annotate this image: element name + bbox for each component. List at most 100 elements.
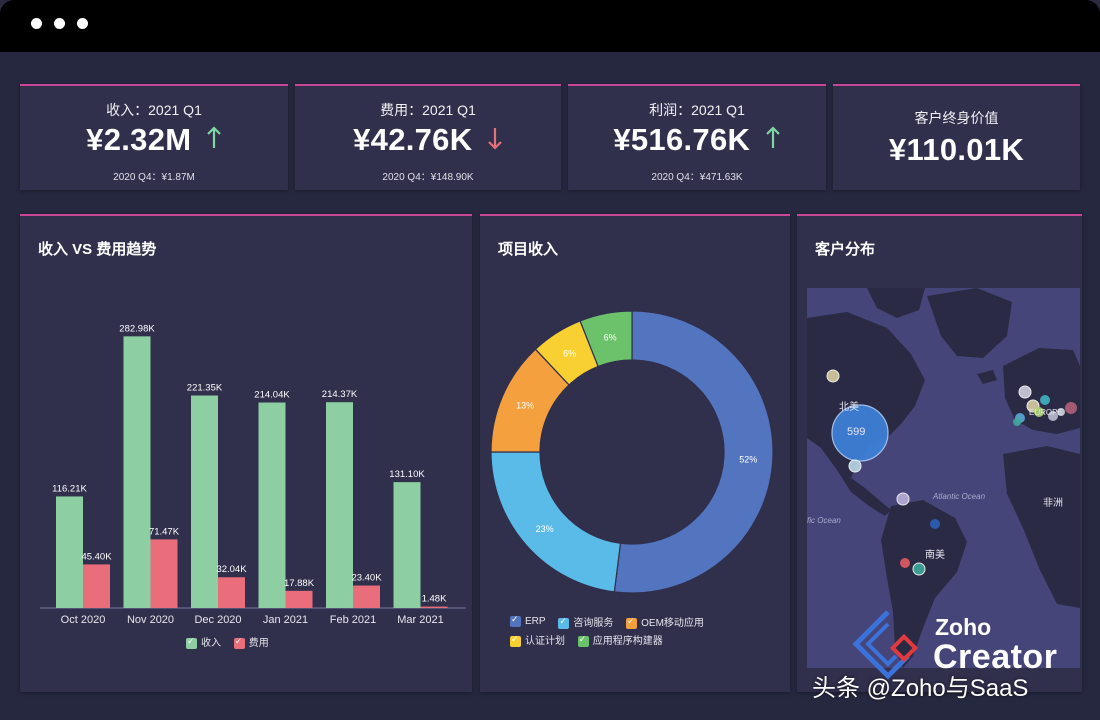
legend-item-erp[interactable]: ERP (510, 614, 546, 628)
world-map[interactable]: 599 北美 南美 EUROPE 非洲 Atlantic Ocean fic O… (807, 288, 1080, 668)
data-label: 116.21K (52, 483, 87, 494)
legend-item-expense[interactable]: 费用 (233, 634, 269, 649)
legend-label: ERP (525, 616, 546, 628)
slice-label: 13% (516, 401, 534, 411)
bar-expense[interactable] (285, 590, 313, 608)
kpi-value: ¥516.76K (613, 122, 751, 157)
kpi-value: ¥110.01K (888, 132, 1025, 167)
bar-revenue[interactable] (326, 402, 353, 608)
window-minimize-dot-icon[interactable] (54, 18, 65, 29)
arrow-up-icon (206, 125, 222, 155)
checkbox-icon (577, 634, 589, 647)
slice-label: 52% (739, 454, 757, 464)
kpi-card-customer-lifetime-value[interactable]: 客户终身价值 ¥110.01K (833, 84, 1080, 190)
world-map-landmass (807, 288, 1080, 668)
legend-label: 认证计划 (525, 636, 565, 647)
bar-expense[interactable] (420, 606, 448, 608)
donut-slice[interactable] (613, 310, 774, 594)
kpi-card-profit[interactable]: 利润：2021 Q1 ¥516.76K 2020 Q4：¥471.63K (568, 84, 826, 190)
data-label: 71.47K (149, 526, 180, 537)
panel-customer-distribution: 客户分布 (797, 214, 1082, 692)
bar-expense[interactable] (218, 577, 245, 608)
legend-label: 费用 (248, 638, 269, 649)
checkbox-icon (186, 636, 197, 649)
bar-revenue[interactable] (123, 336, 151, 608)
window-titlebar (0, 0, 1100, 52)
checkbox-icon (558, 616, 570, 629)
bar-revenue[interactable] (393, 482, 421, 608)
legend-item-consulting[interactable]: 咨询服务 (558, 614, 613, 629)
data-label: 282.98K (119, 323, 155, 334)
donut-legend-row-1: ERP 咨询服务 OEM移动应用 (510, 614, 714, 629)
checkbox-icon (510, 634, 521, 647)
kpi-label: 费用：2021 Q1 (380, 102, 476, 118)
slice-label: 6% (604, 333, 617, 343)
map-label-africa: 非洲 (1043, 498, 1063, 509)
checkbox-icon (233, 636, 245, 649)
data-label: 45.40K (81, 551, 112, 562)
kpi-label: 收入：2021 Q1 (106, 102, 202, 118)
kpi-label: 利润：2021 Q1 (649, 102, 745, 118)
data-label: 17.88K (284, 578, 315, 589)
kpi-compare: 2020 Q4：¥148.90K (382, 172, 474, 183)
kpi-label: 客户终身价值 (914, 110, 999, 126)
donut-slice[interactable] (490, 451, 622, 593)
watermark-brand-creator: Creator (933, 638, 1058, 676)
x-tick-label: Nov 2020 (127, 614, 174, 626)
donut-chart: 52% 23% 13% 6% 6% (490, 310, 774, 594)
bar-chart: 116.21K 45.40K Oct 2020 282.98K 71.47K Nov 20… (40, 323, 466, 626)
bar-expense[interactable] (353, 585, 380, 608)
x-tick-label: Mar 2021 (397, 614, 443, 626)
slice-label: 23% (536, 524, 554, 534)
panel-project-revenue: 项目收入 52% 23% 13% 6% 6% ERP 咨询服务 OEM移动应用 认证计划… (480, 214, 790, 692)
x-tick-label: Jan 2021 (263, 614, 308, 626)
legend-item-certification[interactable]: 认证计划 (510, 632, 565, 647)
bar-revenue[interactable] (56, 496, 83, 608)
legend-item-app-builder[interactable]: 应用程序构建器 (577, 632, 663, 647)
panel-title: 项目收入 (498, 241, 559, 258)
data-label: 221.35K (187, 383, 223, 394)
cluster-count-label: 599 (847, 426, 866, 438)
data-label: 32.04K (216, 564, 247, 575)
legend-label: 收入 (201, 638, 221, 649)
panel-title: 收入 VS 费用趋势 (38, 241, 157, 258)
donut-slice[interactable] (579, 310, 633, 368)
map-label-atlantic-ocean: Atlantic Ocean (933, 492, 986, 501)
x-tick-label: Dec 2020 (194, 614, 241, 626)
bar-expense[interactable] (150, 539, 178, 608)
arrow-down-icon (487, 126, 503, 155)
watermark-caption: 头条 @Zoho与SaaS (812, 675, 1029, 702)
panel-revenue-expense-trend: 收入 VS 费用趋势 116.21K 45.40K Oct 2020 282.98K 7… (20, 214, 472, 692)
x-tick-label: Feb 2021 (330, 614, 376, 626)
map-label-pacific-ocean: fic Ocean (807, 516, 841, 525)
kpi-value: ¥42.76K (353, 122, 473, 157)
checkbox-icon (626, 616, 638, 629)
kpi-compare: 2020 Q4：¥1.87M (113, 172, 195, 183)
bar-revenue[interactable] (258, 402, 286, 608)
bar-expense[interactable] (83, 564, 110, 608)
watermark-brand-zoho: Zoho (935, 614, 992, 640)
kpi-value: ¥2.32M (86, 122, 192, 157)
data-label: 131.10K (389, 469, 425, 480)
kpi-card-revenue[interactable]: 收入：2021 Q1 ¥2.32M 2020 Q4：¥1.87M (20, 84, 288, 190)
slice-label: 6% (563, 349, 576, 359)
window-close-dot-icon[interactable] (31, 18, 42, 29)
legend-item-oem[interactable]: OEM移动应用 (626, 614, 704, 629)
legend-label: OEM移动应用 (641, 618, 704, 629)
x-tick-label: Oct 2020 (61, 614, 106, 626)
data-label: 214.04K (254, 390, 290, 401)
legend-label: 咨询服务 (573, 618, 614, 629)
bar-revenue[interactable] (191, 395, 218, 608)
checkbox-icon (510, 614, 521, 627)
bar-chart-legend: 收入 费用 (186, 634, 279, 649)
data-label: 23.40K (351, 573, 382, 584)
map-label-north-america: 北美 (839, 402, 859, 413)
panel-title: 客户分布 (815, 241, 876, 258)
legend-label: 应用程序构建器 (592, 636, 663, 647)
kpi-card-expense[interactable]: 费用：2021 Q1 ¥42.76K 2020 Q4：¥148.90K (295, 84, 561, 190)
data-label: 1.48K (422, 594, 447, 605)
zoho-creator-logo-mark-icon (852, 610, 919, 680)
legend-item-revenue[interactable]: 收入 (186, 634, 221, 649)
window-zoom-dot-icon[interactable] (77, 18, 88, 29)
map-label-south-america: 南美 (925, 550, 945, 561)
